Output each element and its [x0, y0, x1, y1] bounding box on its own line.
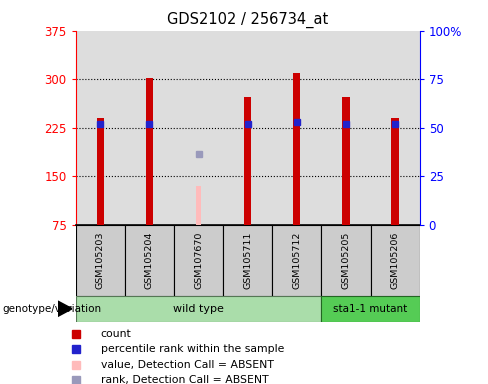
Bar	[342, 97, 349, 225]
Bar	[244, 97, 251, 225]
Bar	[97, 118, 104, 225]
Bar	[174, 225, 223, 296]
Bar	[391, 118, 399, 225]
Text: percentile rank within the sample: percentile rank within the sample	[101, 344, 284, 354]
Bar	[272, 225, 322, 296]
Text: GSM105205: GSM105205	[342, 232, 350, 289]
Title: GDS2102 / 256734_at: GDS2102 / 256734_at	[167, 12, 328, 28]
Bar	[322, 296, 420, 322]
Text: rank, Detection Call = ABSENT: rank, Detection Call = ABSENT	[101, 375, 268, 384]
Text: genotype/variation: genotype/variation	[2, 304, 102, 314]
Text: sta1-1 mutant: sta1-1 mutant	[333, 304, 407, 314]
Bar	[146, 78, 153, 225]
Text: value, Detection Call = ABSENT: value, Detection Call = ABSENT	[101, 359, 274, 369]
Text: GSM105204: GSM105204	[145, 232, 154, 289]
Text: GSM105712: GSM105712	[292, 232, 301, 289]
Text: GSM105711: GSM105711	[243, 232, 252, 289]
Bar	[223, 225, 272, 296]
Polygon shape	[58, 301, 72, 316]
Bar	[370, 225, 420, 296]
Text: GSM105206: GSM105206	[390, 232, 400, 289]
Text: count: count	[101, 329, 132, 339]
Bar	[125, 225, 174, 296]
Text: GSM107670: GSM107670	[194, 232, 203, 289]
Bar	[197, 186, 201, 225]
Bar	[76, 296, 322, 322]
Bar	[293, 73, 301, 225]
Text: wild type: wild type	[173, 304, 224, 314]
Bar	[322, 225, 370, 296]
Bar	[76, 225, 125, 296]
Text: GSM105203: GSM105203	[96, 232, 105, 289]
